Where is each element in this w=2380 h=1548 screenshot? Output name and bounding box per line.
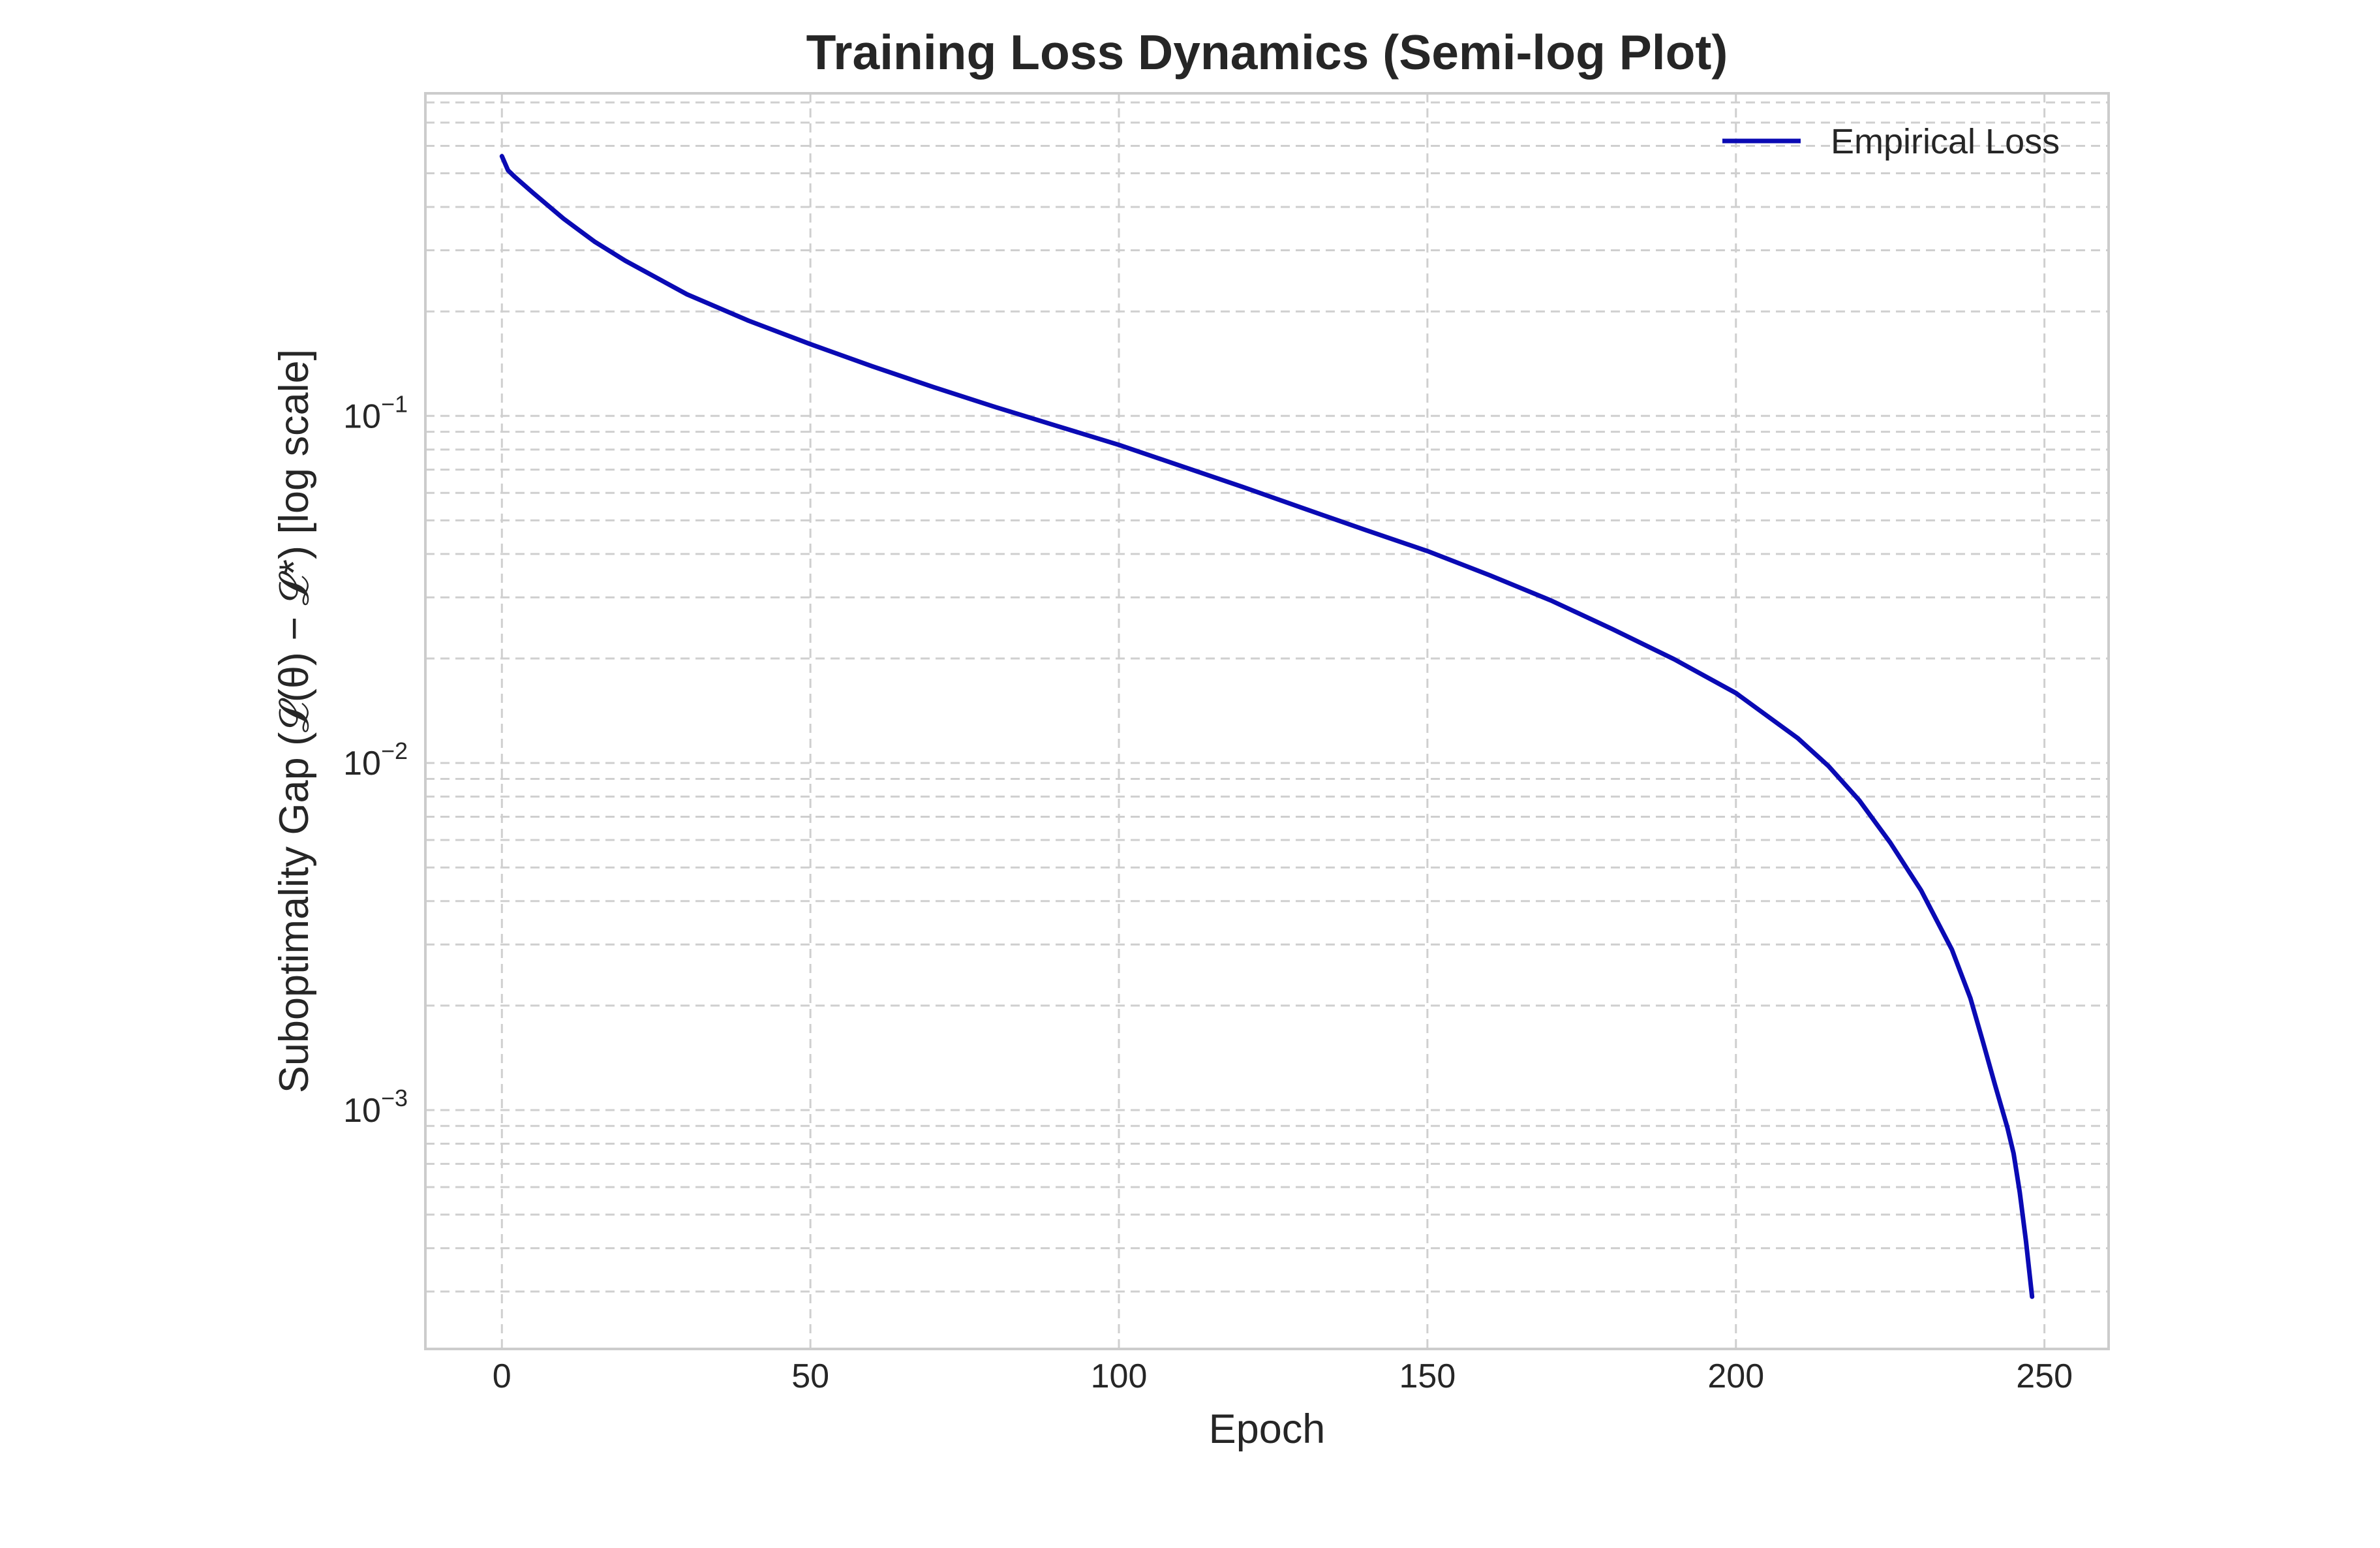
chart-title: Training Loss Dynamics (Semi-log Plot) bbox=[806, 25, 1728, 80]
series-line-empirical-loss bbox=[499, 153, 2035, 1299]
x-axis-label: Epoch bbox=[1209, 1406, 1326, 1452]
x-tick-label: 50 bbox=[791, 1357, 829, 1395]
plot-area bbox=[425, 93, 2109, 1349]
y-axis-label: Suboptimality Gap (𝓛(θ) − 𝓛*) [log scale… bbox=[271, 349, 317, 1093]
line-layer bbox=[499, 153, 2035, 1299]
x-tick-label: 250 bbox=[2016, 1357, 2073, 1395]
y-tick-label: 10−2 bbox=[343, 737, 408, 782]
x-tick-label: 100 bbox=[1091, 1357, 1148, 1395]
x-tick-label: 200 bbox=[1707, 1357, 1764, 1395]
grid-layer bbox=[425, 93, 2109, 1349]
y-tick-labels: 10−1 10−2 10−3 bbox=[343, 390, 408, 1130]
x-tick-labels: 0 50 100 150 200 250 bbox=[493, 1357, 2073, 1395]
legend-label: Empirical Loss bbox=[1831, 122, 2060, 161]
plot-frame bbox=[424, 92, 2110, 1350]
y-tick-label: 10−3 bbox=[343, 1085, 408, 1130]
x-tick-label: 150 bbox=[1399, 1357, 1456, 1395]
x-tick-label: 0 bbox=[493, 1357, 511, 1395]
legend: Empirical Loss bbox=[1722, 122, 2060, 161]
y-tick-label: 10−1 bbox=[343, 390, 408, 435]
